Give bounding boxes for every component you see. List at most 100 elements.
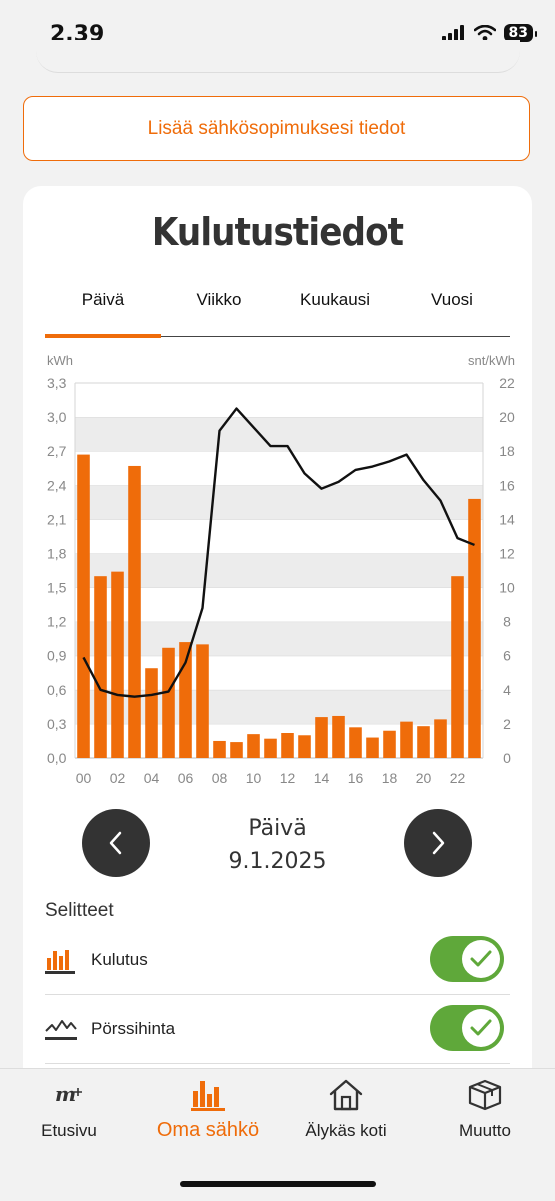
bar-chart-icon: [191, 1081, 225, 1111]
right-tick-label: 18: [499, 443, 515, 459]
x-tick-label: 00: [76, 770, 92, 786]
status-bar: 2.39 83: [0, 0, 555, 62]
checkmark-icon: [470, 950, 492, 967]
right-tick-label: 22: [499, 375, 515, 391]
nav-item-moving[interactable]: Muutto: [416, 1077, 554, 1141]
checkmark-icon: [470, 1019, 492, 1036]
period-date: 9.1.2025: [228, 849, 327, 874]
left-tick-label: 0,3: [47, 716, 67, 732]
right-tick-label: 2: [503, 716, 511, 732]
chevron-right-icon: [432, 831, 445, 855]
tab-year[interactable]: Vuosi: [431, 290, 473, 309]
consumption-bar: [298, 735, 311, 758]
legend-label-consumption: Kulutus: [91, 950, 148, 969]
consumption-bar: [162, 647, 175, 758]
left-tick-label: 0,6: [47, 682, 67, 698]
x-tick-label: 18: [382, 770, 398, 786]
house-icon: [329, 1079, 363, 1111]
consumption-bar: [451, 576, 464, 758]
right-tick-label: 6: [503, 648, 511, 664]
grid-band: [75, 485, 483, 520]
status-icons: 83: [441, 24, 538, 42]
period-label: Päivä: [248, 816, 307, 841]
x-tick-label: 20: [416, 770, 432, 786]
x-tick-label: 14: [314, 770, 330, 786]
consumption-bar: [179, 642, 192, 758]
right-tick-label: 20: [499, 409, 515, 425]
left-tick-label: 1,2: [47, 614, 67, 630]
left-tick-label: 3,0: [47, 409, 67, 425]
consumption-chart: kWh snt/kWh 0,0 0,3 0,6 0,9 1,2 1,5 1,8 2,1 2,4 2,7…: [47, 353, 515, 786]
price-toggle[interactable]: [430, 1005, 504, 1051]
legend-label-price: Pörssihinta: [91, 1019, 176, 1038]
consumption-bar: [145, 668, 158, 758]
nav-label-smart-home: Älykäs koti: [305, 1121, 387, 1140]
x-tick-label: 08: [212, 770, 228, 786]
tab-month[interactable]: Kuukausi: [300, 290, 370, 309]
next-period-button[interactable]: [404, 809, 472, 877]
right-tick-label: 16: [499, 477, 515, 493]
nav-label-my-electricity: Oma sähkö: [156, 1119, 260, 1141]
bar-chart-icon: [45, 950, 75, 974]
battery-indicator: 83: [503, 24, 538, 42]
home-indicator: [180, 1181, 376, 1187]
previous-period-button[interactable]: [82, 809, 150, 877]
price-line: [82, 407, 475, 698]
right-tick-label: 8: [503, 614, 511, 630]
consumption-card: Kulutustiedot Päivä Viikko Kuukausi Vuos…: [23, 186, 532, 1086]
nav-item-smart-home[interactable]: Älykäs koti: [277, 1077, 415, 1141]
consumption-bar: [400, 721, 413, 758]
consumption-bar: [417, 726, 430, 758]
left-tick-label: 2,7: [47, 443, 67, 459]
bottom-navigation: m Etusivu Oma sähkö Älykäs koti: [0, 1068, 555, 1201]
nav-label-home: Etusivu: [41, 1121, 97, 1140]
grid-band: [75, 587, 483, 622]
svg-text:m: m: [55, 1082, 76, 1106]
consumption-bar: [315, 717, 328, 758]
toggle-knob: [462, 1009, 500, 1047]
grid-band: [75, 519, 483, 554]
right-tick-label: 14: [499, 511, 515, 527]
consumption-bar: [111, 571, 124, 758]
consumption-bar: [196, 644, 209, 758]
tab-week[interactable]: Viikko: [196, 290, 242, 309]
consumption-bar: [77, 454, 90, 758]
left-tick-label: 2,1: [47, 511, 67, 527]
x-tick-label: 06: [178, 770, 194, 786]
x-tick-label: 16: [348, 770, 364, 786]
tab-day[interactable]: Päivä: [81, 290, 125, 309]
wifi-icon: [473, 25, 496, 41]
consumption-toggle[interactable]: [430, 936, 504, 982]
consumption-bar: [213, 740, 226, 758]
nav-label-moving: Muutto: [459, 1121, 511, 1140]
consumption-bar: [128, 465, 141, 758]
nav-item-home[interactable]: m Etusivu: [0, 1077, 138, 1141]
legend-title: Selitteet: [45, 900, 114, 921]
active-tab-indicator: [45, 334, 161, 338]
consumption-bar: [383, 730, 396, 758]
consumption-bar: [247, 734, 260, 758]
nav-item-my-electricity[interactable]: Oma sähkö: [139, 1077, 277, 1142]
left-tick-label: 1,5: [47, 580, 67, 596]
brand-logo-icon: m: [55, 1082, 82, 1106]
legend-item-price: Pörssihinta: [45, 995, 510, 1064]
left-tick-label: 3,3: [47, 375, 67, 391]
box-icon: [468, 1079, 502, 1111]
right-tick-label: 4: [503, 682, 511, 698]
card-title: Kulutustiedot: [151, 210, 404, 254]
signal-icon: [441, 25, 464, 41]
toggle-knob: [462, 940, 500, 978]
x-tick-label: 04: [144, 770, 160, 786]
consumption-bar: [94, 576, 107, 758]
consumption-bar: [349, 727, 362, 758]
right-tick-label: 12: [499, 545, 515, 561]
left-tick-label: 1,8: [47, 545, 67, 561]
add-contract-button[interactable]: Lisää sähkösopimuksesi tiedot: [23, 96, 530, 161]
consumption-bar: [366, 737, 379, 758]
right-tick-label: 0: [503, 750, 511, 766]
right-axis-unit: snt/kWh: [468, 353, 515, 368]
consumption-bar: [264, 738, 277, 758]
consumption-bar: [281, 733, 294, 758]
grid-band: [75, 553, 483, 588]
consumption-bar: [230, 742, 243, 758]
